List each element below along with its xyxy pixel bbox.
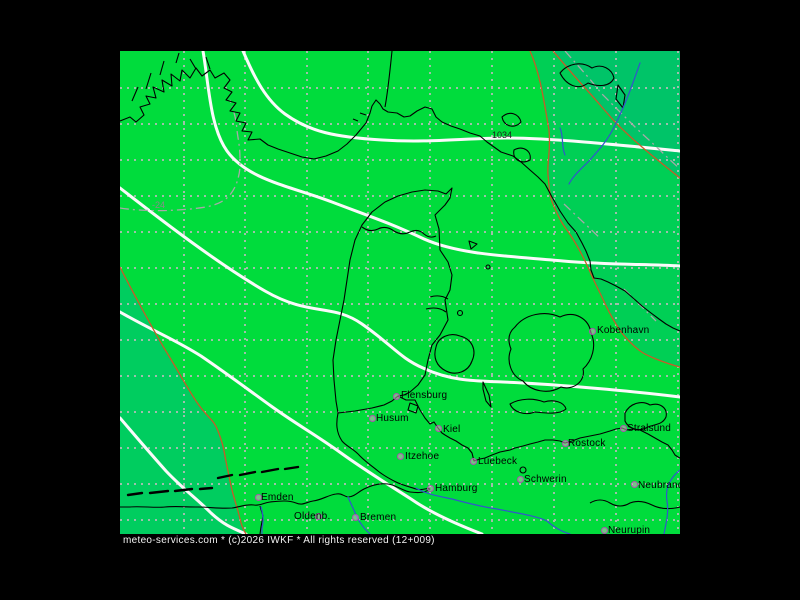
city-marker-emden	[255, 494, 262, 501]
coast-north-sea	[120, 412, 431, 509]
city-label-stralsund: Stralsund	[627, 423, 672, 434]
island-lolland	[509, 398, 567, 415]
city-marker-oldenburg	[315, 513, 322, 520]
river-ne-small	[559, 127, 566, 156]
island-sjaelland	[508, 313, 595, 392]
schwerin-lake	[519, 466, 527, 474]
copyright-bar: meteo-services.com * (c)2026 IWKF * All …	[120, 534, 680, 547]
city-marker-luebeck	[470, 458, 477, 465]
city-marker-stralsund	[620, 425, 627, 432]
coast-jutland	[332, 187, 680, 462]
city-label-schwerin: Schwerin	[524, 474, 567, 485]
boundary-east	[529, 51, 680, 368]
river-ems	[260, 506, 264, 534]
weather-map: -24 1034 Flensburg Husum Kiel Itzehoe Lu…	[120, 51, 680, 547]
city-marker-hamburg	[427, 485, 434, 492]
city-marker-schwerin	[517, 476, 524, 483]
city-marker-neurupin	[601, 527, 608, 534]
city-label-rostock: Rostock	[568, 438, 606, 449]
isobar-arc-3	[120, 186, 680, 399]
city-marker-husum	[369, 415, 376, 422]
temperature-contour-label: -24	[150, 200, 168, 210]
city-marker-rostock	[562, 440, 569, 447]
wadden-islands	[126, 465, 300, 497]
city-label-neubrande: Neubrande	[638, 480, 680, 491]
city-marker-bremen	[352, 514, 359, 521]
jutland-fjords	[425, 295, 449, 313]
island-langeland	[482, 381, 492, 408]
city-label-oldenburg: Oldenb.	[294, 511, 331, 522]
coastlines	[120, 51, 680, 534]
city-label-kiel: Kiel	[443, 424, 461, 435]
lake-blob-2	[513, 147, 531, 163]
river-goeta	[568, 62, 641, 185]
city-marker-itzehoe	[397, 453, 404, 460]
city-label-hamburg: Hamburg	[435, 483, 478, 494]
lake-vaenern	[559, 63, 615, 88]
river-oder	[663, 469, 680, 534]
city-label-itzehoe: Itzehoe	[405, 451, 440, 462]
band-southwest	[120, 267, 246, 534]
island-fyn	[434, 334, 475, 374]
island-ruegen	[624, 402, 667, 431]
city-label-emden: Emden	[261, 492, 294, 503]
temp-contour-minus24	[120, 99, 241, 212]
lake-blob-1	[501, 112, 522, 127]
mecklenburg-lakes-line	[589, 499, 680, 510]
river-elbe	[415, 487, 571, 534]
island-laesoe	[468, 240, 478, 250]
fjord-strokes	[131, 52, 367, 122]
city-marker-neubrande	[631, 481, 638, 488]
city-label-husum: Husum	[376, 413, 409, 424]
island-als	[407, 402, 419, 414]
boundary-southwest	[120, 266, 247, 534]
city-marker-kobenhavn	[589, 328, 596, 335]
city-marker-kiel	[435, 425, 442, 432]
city-label-flensburg: Flensburg	[401, 390, 448, 401]
island-samsoe	[456, 309, 464, 317]
isobar-arc-2	[241, 51, 680, 153]
city-label-luebeck: Luebeck	[478, 456, 518, 467]
temp-contour-ne-2	[563, 203, 602, 240]
rivers	[260, 62, 680, 534]
white-isobars	[120, 51, 680, 534]
border-norway-sweden	[384, 51, 393, 108]
isobar-arc-1	[201, 51, 680, 268]
city-marker-flensburg	[393, 393, 400, 400]
city-label-bremen: Bremen	[360, 512, 397, 523]
pressure-contour-label: 1034	[492, 130, 513, 140]
map-canvas	[120, 51, 680, 534]
city-label-kobenhavn: Kobenhavn	[597, 325, 650, 336]
border-denmark-germany	[337, 395, 399, 414]
copyright-text: meteo-services.com * (c)2026 IWKF * All …	[123, 535, 435, 546]
limfjord	[361, 226, 437, 238]
isobar-arc-4	[120, 310, 484, 534]
city-label-neurupin: Neurupin	[608, 525, 651, 536]
coast-norway-sweden	[120, 67, 680, 332]
island-anholt	[485, 264, 491, 270]
